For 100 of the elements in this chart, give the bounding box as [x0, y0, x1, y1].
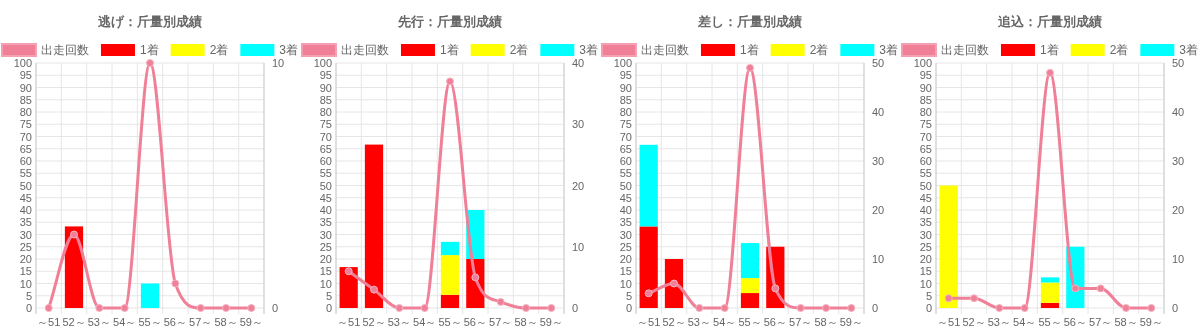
x-tick-label: ～51 — [637, 316, 661, 328]
point — [496, 297, 505, 306]
y-tick-label: 100 — [13, 57, 32, 69]
bar — [440, 241, 460, 256]
x-tick-label: 57～ — [1089, 316, 1113, 328]
y-tick-label: 5 — [25, 289, 32, 302]
x-tick-label: 53～ — [687, 316, 711, 328]
y2-tick-label: 20 — [1172, 204, 1185, 216]
x-tick-label: 52～ — [362, 316, 386, 328]
x-tick-label: 56～ — [1063, 316, 1087, 328]
x-tick-label: 55～ — [738, 316, 762, 328]
y-tick-label: 85 — [19, 93, 32, 106]
bar — [639, 226, 658, 308]
bar — [740, 243, 760, 279]
bar — [440, 294, 460, 308]
y-tick-label: 35 — [619, 216, 632, 229]
legend-label: 2着 — [809, 43, 829, 57]
legend-label: 3着 — [579, 43, 599, 57]
y-tick-label: 20 — [319, 253, 332, 265]
y-tick-label: 65 — [19, 142, 32, 155]
y-tick-label: 30 — [319, 228, 332, 241]
point — [746, 63, 754, 72]
y-tick-label: 80 — [619, 106, 632, 118]
x-tick-label: 53～ — [87, 316, 111, 328]
y-tick-label: 45 — [619, 191, 632, 204]
x-tick-label: 58～ — [514, 316, 538, 328]
x-tick-label: 54～ — [1013, 316, 1037, 328]
y-tick-label: 5 — [925, 289, 932, 302]
y2-tick-label: 20 — [572, 179, 585, 192]
y-tick-label: 15 — [919, 265, 932, 278]
legend-label: 2着 — [509, 43, 529, 57]
y-tick-label: 70 — [319, 130, 332, 143]
y-tick-label: 75 — [919, 118, 932, 131]
point — [670, 279, 678, 288]
y-tick-label: 0 — [25, 302, 32, 314]
x-tick-label: 58～ — [814, 316, 838, 328]
legend-label: 出走回数 — [640, 43, 689, 57]
x-tick-label: 56～ — [763, 316, 787, 328]
legend-label: 出走回数 — [40, 43, 89, 57]
point — [1122, 304, 1130, 312]
point — [95, 304, 104, 312]
x-tick-label: 54～ — [713, 316, 737, 328]
y-tick-label: 0 — [625, 302, 632, 314]
bar — [1040, 282, 1060, 303]
x-tick-label: 53～ — [387, 316, 411, 328]
y-tick-label: 60 — [319, 155, 332, 167]
y-tick-label: 30 — [919, 228, 932, 241]
y-tick-label: 20 — [919, 253, 932, 265]
y2-tick-label: 0 — [272, 302, 279, 314]
point — [420, 304, 429, 312]
point — [446, 77, 454, 86]
x-tick-label: 52～ — [62, 316, 86, 328]
bar — [740, 293, 760, 308]
y-tick-label: 40 — [619, 204, 632, 216]
point — [247, 304, 256, 312]
point — [720, 304, 729, 312]
point — [146, 59, 154, 67]
x-tick-label: 57～ — [189, 316, 213, 328]
point — [644, 289, 653, 298]
chart-title: 差し：斤量別成績 — [697, 14, 802, 29]
y-tick-label: 85 — [619, 93, 632, 106]
y-tick-label: 50 — [319, 179, 332, 192]
point — [1046, 68, 1054, 77]
y2-tick-label: 40 — [872, 106, 885, 118]
y-tick-label: 20 — [19, 253, 32, 265]
y-tick-label: 35 — [919, 216, 932, 229]
x-tick-label: 54～ — [413, 316, 437, 328]
point — [522, 304, 530, 312]
y-tick-label: 25 — [19, 240, 32, 253]
y-tick-label: 25 — [319, 240, 332, 253]
y2-tick-label: 10 — [572, 240, 585, 253]
x-tick-label: 52～ — [662, 316, 686, 328]
legend-label: 1着 — [139, 43, 159, 57]
y-tick-label: 10 — [919, 277, 932, 290]
bar — [364, 144, 384, 308]
legend-label: 1着 — [739, 43, 759, 57]
point — [547, 304, 556, 312]
y-tick-label: 95 — [319, 69, 332, 82]
x-tick-label: 55～ — [438, 316, 462, 328]
y-tick-label: 100 — [313, 57, 332, 69]
y-tick-label: 95 — [619, 69, 632, 82]
y-tick-label: 5 — [325, 289, 332, 302]
point — [1071, 284, 1080, 293]
y-tick-label: 90 — [619, 81, 632, 94]
bar — [939, 185, 958, 308]
legend-label: 2着 — [1109, 43, 1129, 57]
point — [1020, 304, 1029, 312]
y-tick-label: 10 — [19, 277, 32, 290]
y2-tick-label: 10 — [1172, 253, 1185, 265]
x-tick-label: 57～ — [789, 316, 813, 328]
y-tick-label: 65 — [919, 142, 932, 155]
x-tick-label: 53～ — [987, 316, 1011, 328]
y-tick-label: 55 — [319, 167, 332, 180]
legend-label: 出走回数 — [340, 43, 389, 57]
y-tick-label: 40 — [319, 204, 332, 216]
y-tick-label: 15 — [319, 265, 332, 278]
x-tick-label: 52～ — [962, 316, 986, 328]
x-tick-label: 59～ — [539, 316, 563, 328]
x-tick-label: 58～ — [1114, 316, 1138, 328]
y-tick-label: 50 — [619, 179, 632, 192]
